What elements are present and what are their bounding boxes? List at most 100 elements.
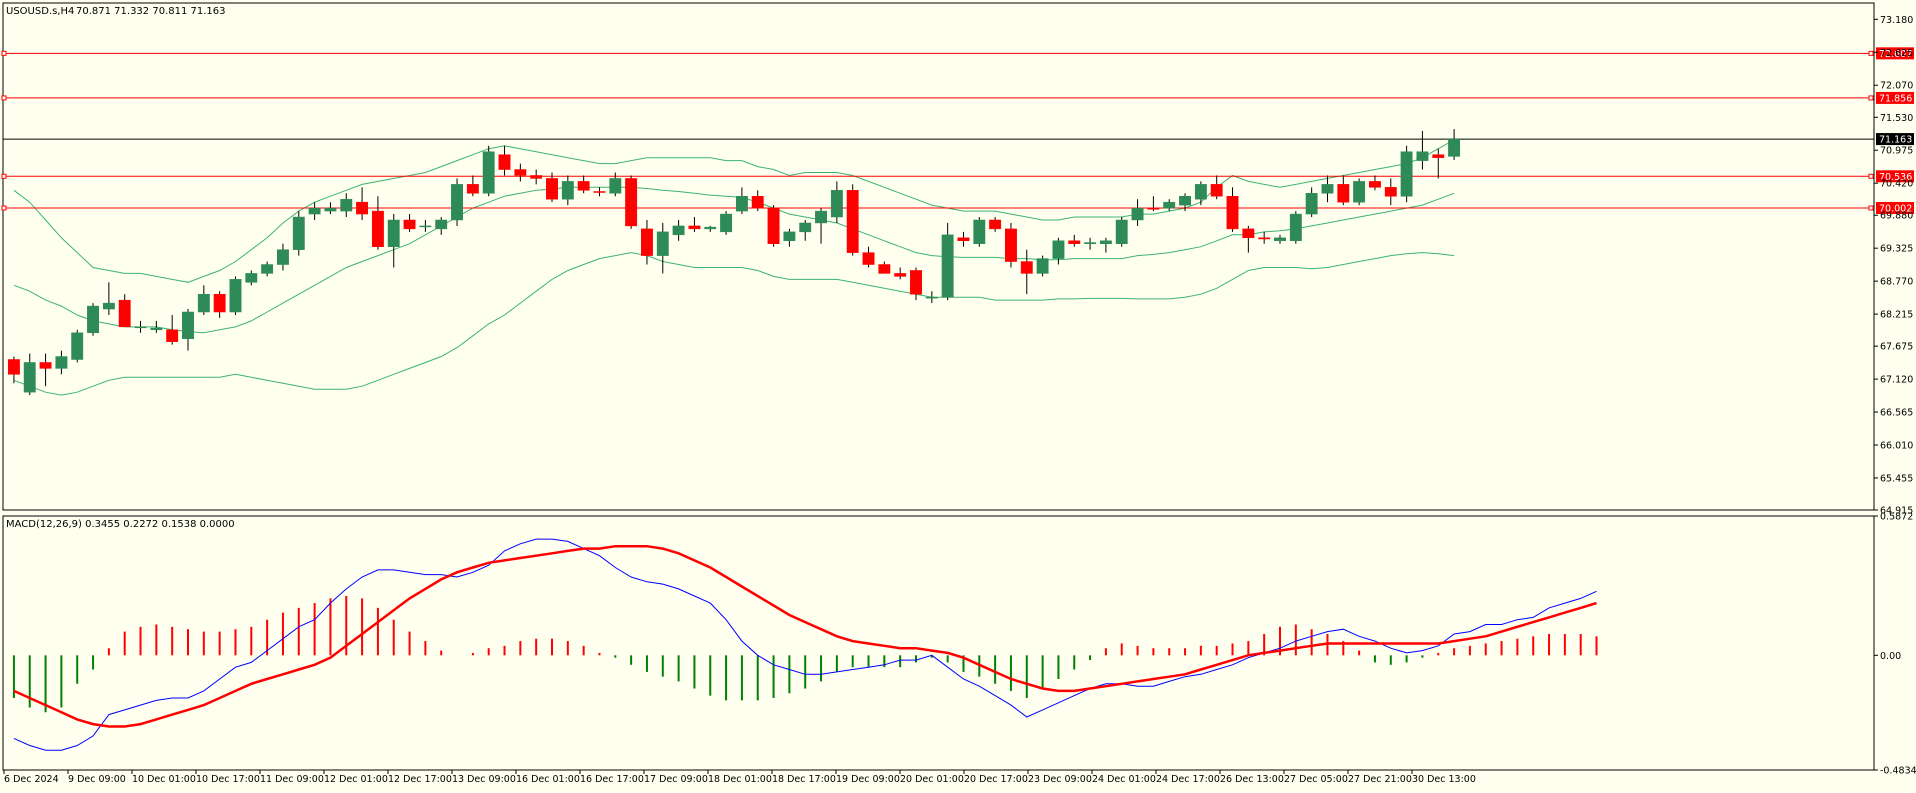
signal-line bbox=[13, 544, 1597, 728]
candle-body-7 bbox=[118, 299, 131, 328]
time-tick-label-2: 10 Dec 01:00 bbox=[132, 774, 196, 785]
time-axis: 6 Dec 2024 9 Dec 09:00 10 Dec 01:00 10 Dec … bbox=[3, 770, 1476, 785]
candle-body-34 bbox=[546, 178, 558, 200]
price-tick-label-9: 68.215 bbox=[1880, 310, 1913, 321]
candle-body-80 bbox=[1274, 237, 1286, 242]
price-tick-label-3: 71.530 bbox=[1880, 113, 1913, 124]
hline-price-tag-0 bbox=[1876, 47, 1914, 60]
candle-body-63 bbox=[1005, 228, 1017, 262]
current-price-label: 71.163 bbox=[1879, 135, 1912, 146]
candle-body-86 bbox=[1369, 181, 1381, 188]
price-tick-label-6: 69.880 bbox=[1880, 211, 1913, 222]
time-tick-label-4: 11 Dec 09:00 bbox=[260, 774, 324, 785]
candle-body-6 bbox=[102, 302, 115, 310]
candle-body-15 bbox=[245, 273, 258, 283]
time-tick-label-1: 9 Dec 09:00 bbox=[68, 774, 126, 785]
candle-body-70 bbox=[1115, 219, 1128, 244]
hline-anchor-right-0 bbox=[1868, 50, 1874, 56]
candle-body-90 bbox=[1432, 154, 1445, 158]
time-tick-label-11: 18 Dec 01:00 bbox=[708, 774, 772, 785]
candle-body-54 bbox=[862, 252, 875, 265]
price-tick-label-2: 72.070 bbox=[1880, 81, 1913, 92]
candle-body-46 bbox=[735, 195, 748, 212]
price-tick-label-8: 68.770 bbox=[1880, 277, 1913, 288]
price-tick-label-12: 66.565 bbox=[1880, 408, 1913, 419]
time-tick-label-14: 20 Dec 01:00 bbox=[900, 774, 964, 785]
candle-body-9 bbox=[150, 327, 163, 331]
candle-body-39 bbox=[625, 178, 638, 227]
time-tick-label-20: 27 Dec 05:00 bbox=[1284, 774, 1348, 785]
price-tick-label-15: 64.915 bbox=[1880, 506, 1913, 517]
candle-body-83 bbox=[1321, 184, 1334, 194]
time-tick-label-9: 16 Dec 17:00 bbox=[580, 774, 644, 785]
candle-body-10 bbox=[166, 329, 179, 342]
candle-body-58 bbox=[925, 296, 938, 299]
candle-body-66 bbox=[1052, 240, 1065, 259]
candle-body-78 bbox=[1242, 228, 1255, 239]
candle-body-32 bbox=[514, 169, 527, 176]
candle-body-43 bbox=[688, 225, 701, 230]
candle-body-75 bbox=[1194, 184, 1207, 200]
price-tick-label-10: 67.675 bbox=[1880, 342, 1913, 353]
candle-body-36 bbox=[577, 181, 590, 191]
candle-body-33 bbox=[530, 175, 543, 179]
candle-body-23 bbox=[371, 210, 384, 247]
time-tick-label-7: 13 Dec 09:00 bbox=[452, 774, 516, 785]
price-tick-label-4: 70.975 bbox=[1880, 146, 1913, 157]
current-price-tag bbox=[1876, 133, 1914, 146]
candle-body-25 bbox=[403, 219, 416, 230]
price-tick-label-11: 67.120 bbox=[1880, 375, 1913, 386]
candle-body-87 bbox=[1384, 187, 1397, 197]
candle-body-35 bbox=[561, 181, 574, 200]
hline-price-label-3: 70.002 bbox=[1879, 203, 1912, 214]
macd-layer bbox=[12, 538, 1598, 751]
hline-anchor-right-2 bbox=[1868, 173, 1874, 179]
candle-body-41 bbox=[656, 231, 669, 256]
candle-body-20 bbox=[324, 207, 337, 212]
candle-body-71 bbox=[1131, 207, 1144, 221]
candle-body-84 bbox=[1337, 184, 1350, 203]
bollinger-middle bbox=[13, 186, 1455, 334]
candle-body-29 bbox=[466, 184, 479, 194]
candle-body-28 bbox=[451, 184, 463, 221]
candle-body-17 bbox=[277, 249, 289, 265]
bollinger-lower bbox=[13, 252, 1455, 396]
price-layer bbox=[1, 50, 1874, 396]
hline-anchor-right-1 bbox=[1868, 95, 1874, 101]
hline-price-tag-2 bbox=[1876, 170, 1914, 183]
time-tick-label-8: 16 Dec 01:00 bbox=[516, 774, 580, 785]
macd-tick-label-2: -0.4834 bbox=[1880, 766, 1916, 777]
candle-body-82 bbox=[1305, 193, 1318, 215]
time-tick-label-10: 17 Dec 09:00 bbox=[644, 774, 708, 785]
candle-body-13 bbox=[213, 293, 226, 313]
hline-price-label-0: 72.607 bbox=[1879, 49, 1912, 60]
candle-body-88 bbox=[1400, 151, 1413, 197]
time-tick-label-21: 27 Dec 21:00 bbox=[1348, 774, 1412, 785]
candle-body-5 bbox=[87, 305, 99, 334]
candle-body-45 bbox=[720, 213, 733, 233]
time-tick-label-3: 10 Dec 17:00 bbox=[196, 774, 260, 785]
candle-body-48 bbox=[767, 207, 780, 244]
macd-axis: 0.5872 0.00 -0.4834 bbox=[1874, 512, 1916, 777]
hline-anchor-left-1 bbox=[1, 95, 7, 101]
time-tick-label-12: 18 Dec 17:00 bbox=[772, 774, 836, 785]
time-tick-label-13: 19 Dec 09:00 bbox=[836, 774, 900, 785]
candle-body-47 bbox=[751, 195, 764, 209]
candle-body-2 bbox=[39, 362, 52, 369]
candle-body-74 bbox=[1179, 195, 1191, 206]
hline-price-tag-1 bbox=[1876, 91, 1914, 104]
hline-anchor-left-3 bbox=[1, 205, 7, 211]
price-tick-label-5: 70.420 bbox=[1880, 179, 1913, 190]
time-tick-label-17: 24 Dec 01:00 bbox=[1092, 774, 1156, 785]
price-pane-title: USOUSD.s,H4 bbox=[6, 6, 74, 17]
time-tick-label-19: 26 Dec 13:00 bbox=[1220, 774, 1284, 785]
candle-body-60 bbox=[957, 237, 970, 242]
candle-body-21 bbox=[340, 198, 353, 212]
price-tick-label-0: 73.180 bbox=[1880, 15, 1913, 26]
candle-body-61 bbox=[973, 219, 986, 244]
price-tick-label-14: 65.455 bbox=[1880, 473, 1913, 484]
candle-body-4 bbox=[71, 332, 84, 360]
time-tick-label-18: 24 Dec 17:00 bbox=[1156, 774, 1220, 785]
candle-body-65 bbox=[1036, 258, 1049, 274]
candle-body-11 bbox=[182, 311, 194, 339]
